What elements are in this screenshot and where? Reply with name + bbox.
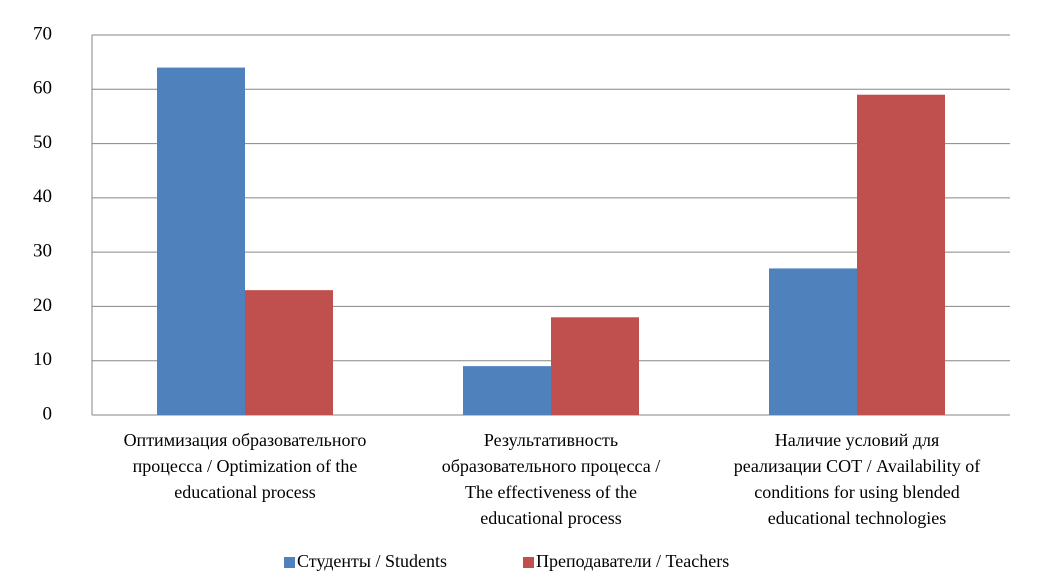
bar bbox=[157, 67, 245, 416]
x-tick-label-line: educational technologies bbox=[768, 508, 946, 528]
x-tick-label: Наличие условий для реализации СОТ / Avai… bbox=[734, 430, 981, 528]
x-tick-label-line: реализации СОТ / Availability of bbox=[734, 456, 981, 476]
y-tick-label: 0 bbox=[43, 403, 53, 424]
x-tick-label: Оптимизация образовательного процесса / O… bbox=[124, 430, 367, 502]
y-tick-label: 50 bbox=[33, 132, 52, 153]
legend-label: Преподаватели / Teachers bbox=[536, 551, 729, 571]
x-tick-label-line: educational process bbox=[174, 482, 315, 502]
y-tick-label: 20 bbox=[33, 295, 52, 316]
x-tick-label-line: The effectiveness of the bbox=[465, 482, 637, 502]
legend-label: Студенты / Students bbox=[297, 551, 447, 571]
x-tick-label-line: Результативность bbox=[484, 430, 618, 450]
x-tick-label-line: Оптимизация образовательного bbox=[124, 430, 367, 450]
y-tick-label: 30 bbox=[33, 241, 52, 262]
legend-swatch bbox=[523, 557, 534, 568]
y-tick-label: 10 bbox=[33, 349, 52, 370]
bar bbox=[551, 317, 639, 415]
x-tick-label-line: процесса / Optimization of the bbox=[133, 456, 358, 476]
bar bbox=[463, 366, 551, 415]
legend-swatch bbox=[284, 557, 295, 568]
x-tick-label-line: educational process bbox=[480, 508, 621, 528]
x-tick-label-line: conditions for using blended bbox=[754, 482, 959, 502]
bar bbox=[769, 268, 857, 415]
x-tick-label-line: образовательного процесса / bbox=[442, 456, 660, 476]
bar bbox=[245, 290, 333, 415]
x-tick-label-line: Наличие условий для bbox=[775, 430, 940, 450]
y-tick-label: 40 bbox=[33, 186, 52, 207]
bar bbox=[857, 94, 945, 415]
y-tick-label: 70 bbox=[33, 23, 52, 44]
x-tick-label: Результативность образовательного процесс… bbox=[442, 430, 660, 528]
y-tick-label: 60 bbox=[33, 78, 52, 99]
